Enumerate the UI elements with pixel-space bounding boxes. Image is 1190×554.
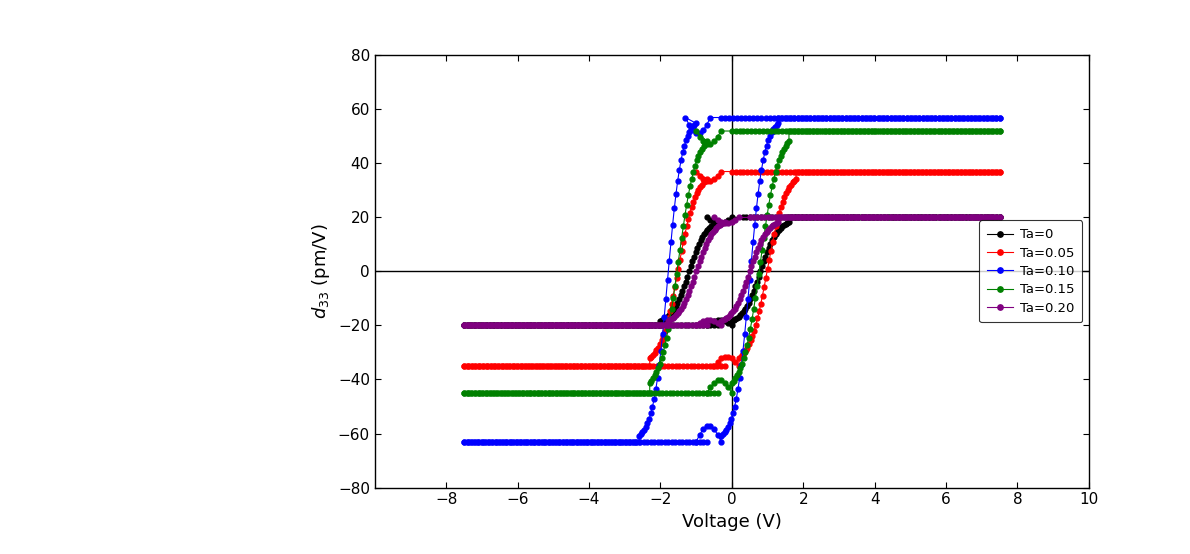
Line: Ta=0.20: Ta=0.20 <box>462 215 1002 328</box>
Line: Ta=0.05: Ta=0.05 <box>462 169 1002 368</box>
Ta=0.05 <box>992 168 1007 175</box>
Ta=0.10 <box>541 438 556 445</box>
Ta=0.10 <box>658 438 672 445</box>
Ta=0.05 <box>789 168 803 175</box>
Ta=0.20 <box>738 283 752 290</box>
Ta=0.10 <box>461 438 475 445</box>
Legend: Ta=0, Ta=0.05, Ta=0.10, Ta=0.15, Ta=0.20: Ta=0, Ta=0.05, Ta=0.10, Ta=0.15, Ta=0.20 <box>979 220 1082 322</box>
Ta=0.05 <box>732 355 746 362</box>
Ta=0 <box>666 322 681 329</box>
Ta=0.10 <box>771 114 785 121</box>
Ta=0.20 <box>658 322 672 329</box>
Ta=0 <box>725 318 739 325</box>
Ta=0.10 <box>738 331 752 338</box>
Ta=0.20 <box>461 322 475 329</box>
X-axis label: Voltage (V): Voltage (V) <box>682 513 782 531</box>
Ta=0.10 <box>457 438 471 445</box>
Ta=0.05 <box>563 363 577 370</box>
Ta=0.15 <box>559 389 574 396</box>
Ta=0.05 <box>756 292 770 299</box>
Ta=0.20 <box>556 322 570 329</box>
Line: Ta=0: Ta=0 <box>462 215 1002 328</box>
Ta=0.20 <box>457 322 471 329</box>
Ta=0 <box>457 322 471 329</box>
Ta=0.05 <box>457 363 471 370</box>
Ta=0.05 <box>672 363 687 370</box>
Ta=0 <box>992 214 1007 220</box>
Ta=0.20 <box>541 322 556 329</box>
Ta=0.15 <box>545 389 559 396</box>
Ta=0 <box>782 214 796 220</box>
Ta=0.05 <box>461 363 475 370</box>
Line: Ta=0.10: Ta=0.10 <box>462 115 1002 444</box>
Line: Ta=0.15: Ta=0.15 <box>462 129 1002 396</box>
Ta=0.15 <box>666 389 681 396</box>
Ta=0 <box>559 322 574 329</box>
Ta=0.10 <box>992 114 1007 121</box>
Ta=0.15 <box>782 127 796 134</box>
Ta=0.15 <box>725 379 739 386</box>
Ta=0.15 <box>749 295 763 301</box>
Ta=0.15 <box>457 389 471 396</box>
Y-axis label: $d_{33}$ (pm/V): $d_{33}$ (pm/V) <box>311 224 332 319</box>
Ta=0.20 <box>992 214 1007 220</box>
Ta=0 <box>545 322 559 329</box>
Ta=0.10 <box>556 438 570 445</box>
Ta=0 <box>749 283 763 290</box>
Ta=0 <box>461 322 475 329</box>
Ta=0.15 <box>461 389 475 396</box>
Ta=0.05 <box>547 363 562 370</box>
Ta=0.10 <box>714 433 728 439</box>
Ta=0.20 <box>714 318 728 325</box>
Ta=0.15 <box>992 127 1007 134</box>
Ta=0.20 <box>771 214 785 220</box>
